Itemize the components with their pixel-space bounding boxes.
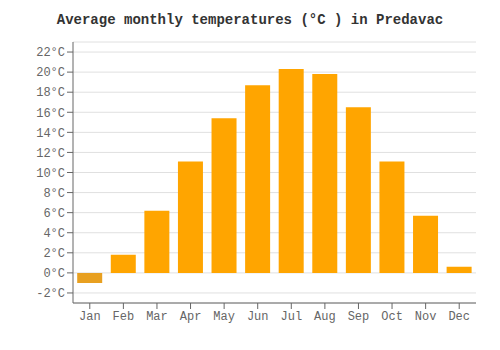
svg-text:20°C: 20°C	[36, 66, 65, 80]
svg-text:Jun: Jun	[247, 310, 269, 324]
html-text:Average monthly temperatures (: Average monthly temperatures (°C ) in Pr…	[56, 12, 444, 28]
svg-text:Jul: Jul	[280, 310, 302, 324]
svg-text:Jan: Jan	[79, 310, 101, 324]
svg-text:May: May	[213, 310, 235, 324]
svg-text:16°C: 16°C	[36, 107, 65, 121]
svg-text:2°C: 2°C	[43, 247, 65, 261]
svg-text:4°C: 4°C	[43, 227, 65, 241]
svg-text:Sep: Sep	[348, 310, 370, 324]
svg-text:18°C: 18°C	[36, 86, 65, 100]
svg-text:Nov: Nov	[415, 310, 437, 324]
svg-text:8°C: 8°C	[43, 187, 65, 201]
svg-text:12°C: 12°C	[36, 147, 65, 161]
svg-text:14°C: 14°C	[36, 127, 65, 141]
svg-text:6°C: 6°C	[43, 207, 65, 221]
svg-text:Apr: Apr	[180, 310, 202, 324]
svg-text:10°C: 10°C	[36, 167, 65, 181]
svg-text:Oct: Oct	[381, 310, 403, 324]
svg-text:Aug: Aug	[314, 310, 336, 324]
svg-text:-2°C: -2°C	[36, 287, 65, 301]
svg-text:Dec: Dec	[448, 310, 470, 324]
svg-text:Feb: Feb	[113, 310, 135, 324]
svg-text:22°C: 22°C	[36, 46, 65, 60]
svg-text:0°C: 0°C	[43, 267, 65, 281]
svg-text:Mar: Mar	[146, 310, 168, 324]
